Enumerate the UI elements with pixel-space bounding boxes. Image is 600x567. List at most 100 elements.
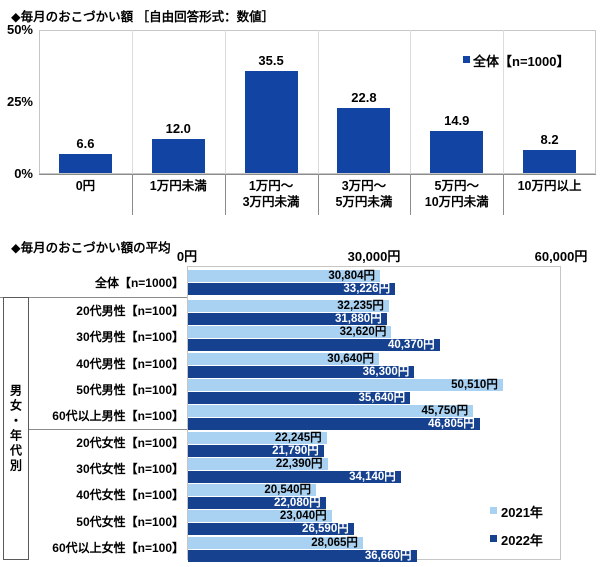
chart1-bar-value-label: 14.9 (444, 112, 470, 128)
chart1-bar-value-label: 22.8 (351, 89, 377, 105)
chart2-bar-2021 (188, 405, 474, 418)
chart1-title: ◆毎月のおこづかい額 ［自由回答形式：数値］ (11, 10, 275, 24)
chart1-category-label: 5万円〜 10万円未満 (424, 178, 489, 209)
chart2-bar-2022 (188, 523, 354, 536)
chart1-category-label: 0円 (75, 178, 96, 193)
chart2-group-separator (0, 297, 187, 298)
chart2-bar-2021 (188, 510, 332, 523)
chart2-row-label: 40代女性【n=100】 (76, 488, 184, 503)
chart1-bar (523, 149, 577, 174)
chart2-bar-2022 (188, 365, 415, 378)
chart1-bar-value-label: 8.2 (540, 131, 559, 147)
chart2-bar-value-2021: 32,235円 (337, 300, 384, 312)
chart1-category-label: 1万円未満 (149, 178, 207, 193)
chart2-legend-label-2022: 2022年 (501, 533, 543, 548)
chart2-title: ◆毎月のおこづかい額の平均 (11, 241, 171, 255)
chart2-bar-2022 (188, 444, 324, 457)
chart2-bar-2022 (188, 497, 326, 510)
chart1-bar (244, 71, 298, 174)
chart2-row-label: 20代女性【n=100】 (76, 435, 184, 450)
chart2-bar-2022 (188, 313, 387, 325)
chart1-legend-label: 全体【n=1000】 (473, 54, 570, 69)
chart2-bar-value-2022: 33,226円 (343, 282, 391, 295)
chart1-category-label: 3万円〜 5万円未満 (335, 178, 393, 209)
chart1-bar-value-label: 35.5 (258, 53, 284, 69)
chart2-bar-2022 (188, 282, 396, 295)
chart2-bar-value-2022: 36,660円 (364, 549, 412, 562)
chart2-bar-value-2021: 22,245円 (274, 431, 322, 444)
chart2-bar-value-2022: 46,805円 (428, 418, 475, 431)
chart2-bar-2021 (188, 378, 503, 391)
chart1-bar (151, 138, 205, 174)
chart2-legend-label-2021: 2021年 (501, 505, 543, 520)
chart2-bar-value-2022: 22,080円 (273, 497, 321, 510)
chart1-category-gridline (131, 29, 133, 174)
chart1-legend-swatch (463, 56, 470, 63)
chart2-xtick-label: 30,000円 (347, 249, 401, 264)
chart2-bar-value-2022: 35,640円 (358, 391, 406, 404)
chart1-x-axis-line (39, 173, 596, 175)
chart2-legend-swatch-2022 (490, 535, 497, 542)
chart2-bar-2021 (188, 484, 317, 497)
chart2-bar-value-2022: 40,370円 (387, 339, 435, 352)
chart1-category-gridline (503, 29, 505, 174)
chart2-row-group-box: 男女・年代別 (3, 297, 29, 560)
chart1-bar-value-label: 6.6 (76, 136, 95, 152)
chart2-xtick-label: 0円 (176, 249, 198, 264)
chart2-bar-2021 (188, 269, 380, 282)
chart1-category-gridline (317, 29, 319, 174)
chart1-axis-tick (317, 173, 319, 215)
chart1-ytick-label: 0% (14, 165, 33, 181)
chart2-bar-value-2021: 22,390円 (275, 457, 323, 470)
chart2-row-label: 60代以上女性【n=100】 (52, 540, 184, 555)
chart1-axis-tick (131, 173, 133, 215)
chart2-bar-value-2021: 45,750円 (421, 405, 469, 418)
chart1-axis-tick (410, 173, 412, 215)
chart2-bar-2021 (188, 536, 363, 549)
chart2-bar-value-2021: 50,510円 (451, 378, 498, 391)
chart2-row-label: 全体【n=1000】 (94, 275, 184, 290)
chart1-ytick-label: 25% (6, 93, 33, 109)
chart2-row-label: 50代女性【n=100】 (76, 514, 184, 529)
chart2-legend-swatch-2021 (490, 507, 497, 514)
chart2-xtick-label: 60,000円 (534, 249, 588, 264)
chart2-row-label: 30代男性【n=100】 (76, 330, 184, 345)
chart2-bar-value-2021: 30,640円 (327, 352, 374, 365)
chart1-category-label: 1万円〜 3万円未満 (242, 178, 300, 209)
chart1-bar (58, 154, 112, 174)
chart2-bar-value-2021: 28,065円 (311, 536, 358, 549)
chart2-bar-2022 (188, 549, 417, 562)
chart1-bar (337, 107, 391, 174)
chart2-bar-value-2022: 34,140円 (349, 470, 396, 483)
chart1-category-label: 10万円以上 (517, 178, 582, 193)
chart2-bar-2021 (188, 352, 379, 365)
chart2-bar-2021 (188, 300, 389, 312)
chart2-bar-2022 (188, 391, 411, 404)
chart2-row-label: 20代男性【n=100】 (76, 304, 184, 319)
chart2-bar-2022 (188, 470, 401, 483)
chart1-ytick-label: 50% (6, 21, 33, 37)
chart2-row-label: 60代以上男性【n=100】 (52, 409, 184, 424)
chart2-row-label: 30代女性【n=100】 (76, 461, 184, 476)
chart2-bar-value-2021: 20,540円 (264, 484, 312, 497)
chart1-bar-value-label: 12.0 (165, 120, 191, 136)
chart2-bar-value-2022: 31,880円 (335, 313, 382, 325)
chart2-bar-value-2021: 32,620円 (339, 326, 387, 339)
chart2-bar-value-2022: 26,590円 (302, 523, 349, 536)
chart2-row-label: 40代男性【n=100】 (76, 356, 184, 371)
chart1-axis-tick (503, 173, 505, 215)
chart2-bar-2021 (188, 326, 392, 339)
chart1-category-gridline (410, 29, 412, 174)
chart1-axis-tick (224, 173, 226, 215)
chart2-row-group-label: 男女・年代別 (8, 383, 23, 474)
chart2-group-separator (28, 428, 187, 430)
chart2-bar-2021 (188, 431, 327, 444)
chart2-row-label: 50代男性【n=100】 (76, 383, 184, 398)
chart2-bar-2022 (188, 339, 440, 352)
chart2-bar-value-2022: 21,790円 (272, 444, 319, 457)
chart1-category-gridline (224, 29, 226, 174)
chart2-bar-value-2022: 36,300円 (362, 365, 410, 378)
chart1-bar (430, 130, 484, 174)
chart2-bar-2022 (188, 418, 480, 431)
